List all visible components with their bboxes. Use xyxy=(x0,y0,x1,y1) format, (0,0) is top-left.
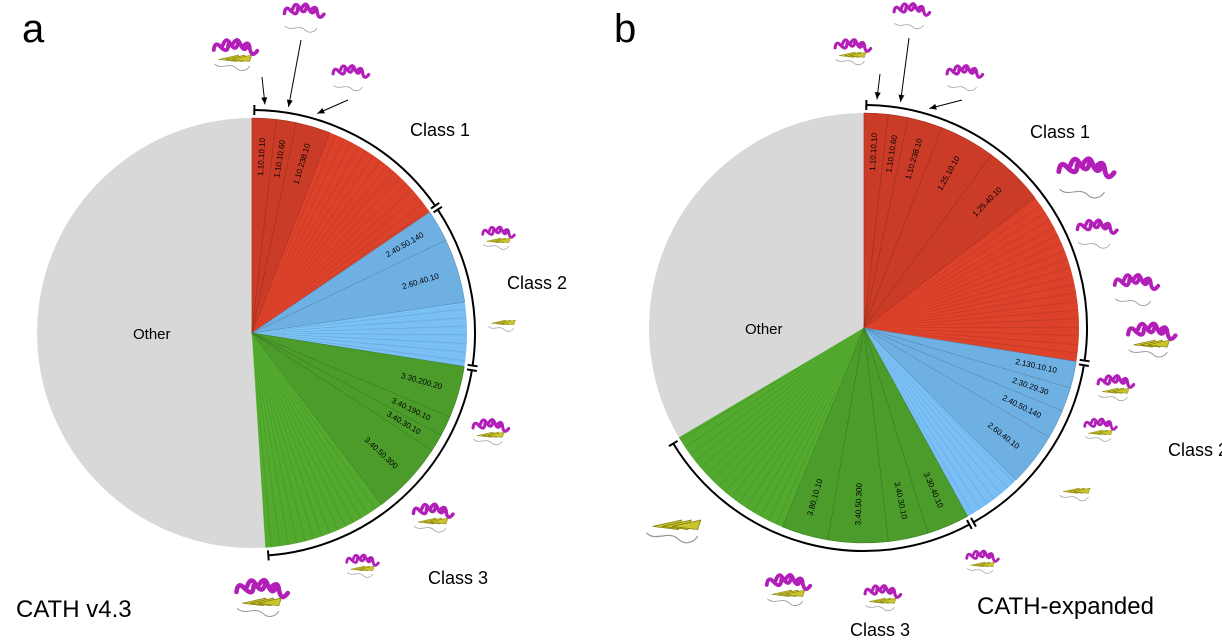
protein-structure-icon xyxy=(345,553,380,578)
superfamily-slice-3-40-50-300 xyxy=(251,332,433,505)
superfamily-label: 1.10.10.10 xyxy=(256,137,267,176)
bracket-class-3 xyxy=(268,370,473,557)
bracket-cap xyxy=(466,368,477,373)
protein-structure-icon xyxy=(863,584,903,612)
protein-structure-icon xyxy=(411,502,455,533)
superfamily-label: 3.40.50.300 xyxy=(854,482,864,525)
arrow-head xyxy=(898,94,905,102)
bracket-cap xyxy=(433,205,443,214)
panel-letter-b: b xyxy=(614,7,636,51)
slice-other xyxy=(649,113,864,438)
protein-structure-icon xyxy=(1096,374,1136,402)
protein-structure-icon xyxy=(234,577,291,617)
protein-structure-icon xyxy=(471,418,511,446)
arrow-head xyxy=(929,103,937,110)
arrow-head xyxy=(286,99,293,107)
bracket-class-2 xyxy=(436,209,476,366)
slice-other xyxy=(37,118,266,548)
pointer-arrow xyxy=(288,39,302,108)
class-label-class-3: Class 3 xyxy=(850,620,910,640)
bracket-cap xyxy=(1079,358,1090,363)
superfamily-slice-1-10-238-10 xyxy=(251,122,331,334)
protein-structure-icon xyxy=(645,519,702,544)
pie-b: 1.10.10.10 1.10.10.60 1.10.238.10 1.25.10.1… xyxy=(649,112,1080,544)
bracket-class-2 xyxy=(972,365,1085,524)
superfamily-slice-2-60-40-10 xyxy=(251,239,466,334)
bracket-class-1 xyxy=(254,109,436,207)
bracket-cap xyxy=(467,363,478,368)
protein-structure-icon xyxy=(1112,273,1161,307)
bracket-cap xyxy=(966,519,973,530)
protein-structure-icon xyxy=(487,319,516,332)
bracket-cap xyxy=(1078,363,1089,368)
pie-a: 1.10.10.10 1.10.10.60 1.10.238.102.40.50.1… xyxy=(37,117,468,548)
protein-structure-icon xyxy=(892,2,932,30)
protein-structure-icon xyxy=(1075,218,1119,249)
version-label: CATH-expanded xyxy=(977,593,1154,620)
class-brackets xyxy=(668,100,1090,552)
bracket-class-3 xyxy=(672,443,970,552)
protein-structure-icon xyxy=(1083,417,1118,442)
panel-b: b 1.10.10.10 1.10.10.60 1.10.238.10 1.25.10… xyxy=(614,2,1222,640)
protein-structure-icon xyxy=(331,64,371,92)
protein-structure-icon xyxy=(481,225,516,250)
arrow-head xyxy=(317,107,325,114)
protein-structure-icon xyxy=(282,2,326,33)
bracket-class-1 xyxy=(866,104,1088,361)
protein-structure-icon xyxy=(211,38,260,72)
panel-letter-a: a xyxy=(22,7,45,51)
panel-a: a 1.10.10.10 1.10.10.60 1.10.238.102.40.50… xyxy=(16,2,567,623)
protein-structure-icon xyxy=(833,38,873,66)
protein-structure-icon xyxy=(1056,156,1117,199)
protein-structure-icon xyxy=(1059,487,1091,502)
superfamily-slice-3-80-10-10 xyxy=(782,327,865,541)
superfamily-slice-1-25-40-10 xyxy=(863,154,1036,329)
other-label: Other xyxy=(745,321,783,338)
bracket-cap xyxy=(430,202,440,210)
version-label: CATH v4.3 xyxy=(16,596,132,623)
protein-structure-icon xyxy=(945,64,985,92)
bracket-cap xyxy=(970,517,977,528)
pointer-arrow xyxy=(900,37,910,102)
class-label-class-2: Class 2 xyxy=(507,273,567,293)
other-label: Other xyxy=(133,326,171,343)
arrow-head xyxy=(261,97,268,105)
class-label-class-1: Class 1 xyxy=(1030,122,1090,142)
protein-structure-icon xyxy=(965,549,1000,574)
class-label-class-2: Class 2 xyxy=(1168,440,1222,460)
superfamily-label: 1.10.10.10 xyxy=(868,132,879,171)
bracket-cap xyxy=(266,550,270,561)
class-label-class-1: Class 1 xyxy=(410,120,470,140)
protein-structure-icon xyxy=(1126,321,1178,358)
superfamily-slice-2-60-40-10 xyxy=(863,327,1050,481)
arrow-head xyxy=(874,92,881,100)
bracket-cap xyxy=(668,440,679,447)
protein-structure-icon xyxy=(764,573,813,607)
class-brackets xyxy=(253,105,478,561)
class-label-class-3: Class 3 xyxy=(428,568,488,588)
